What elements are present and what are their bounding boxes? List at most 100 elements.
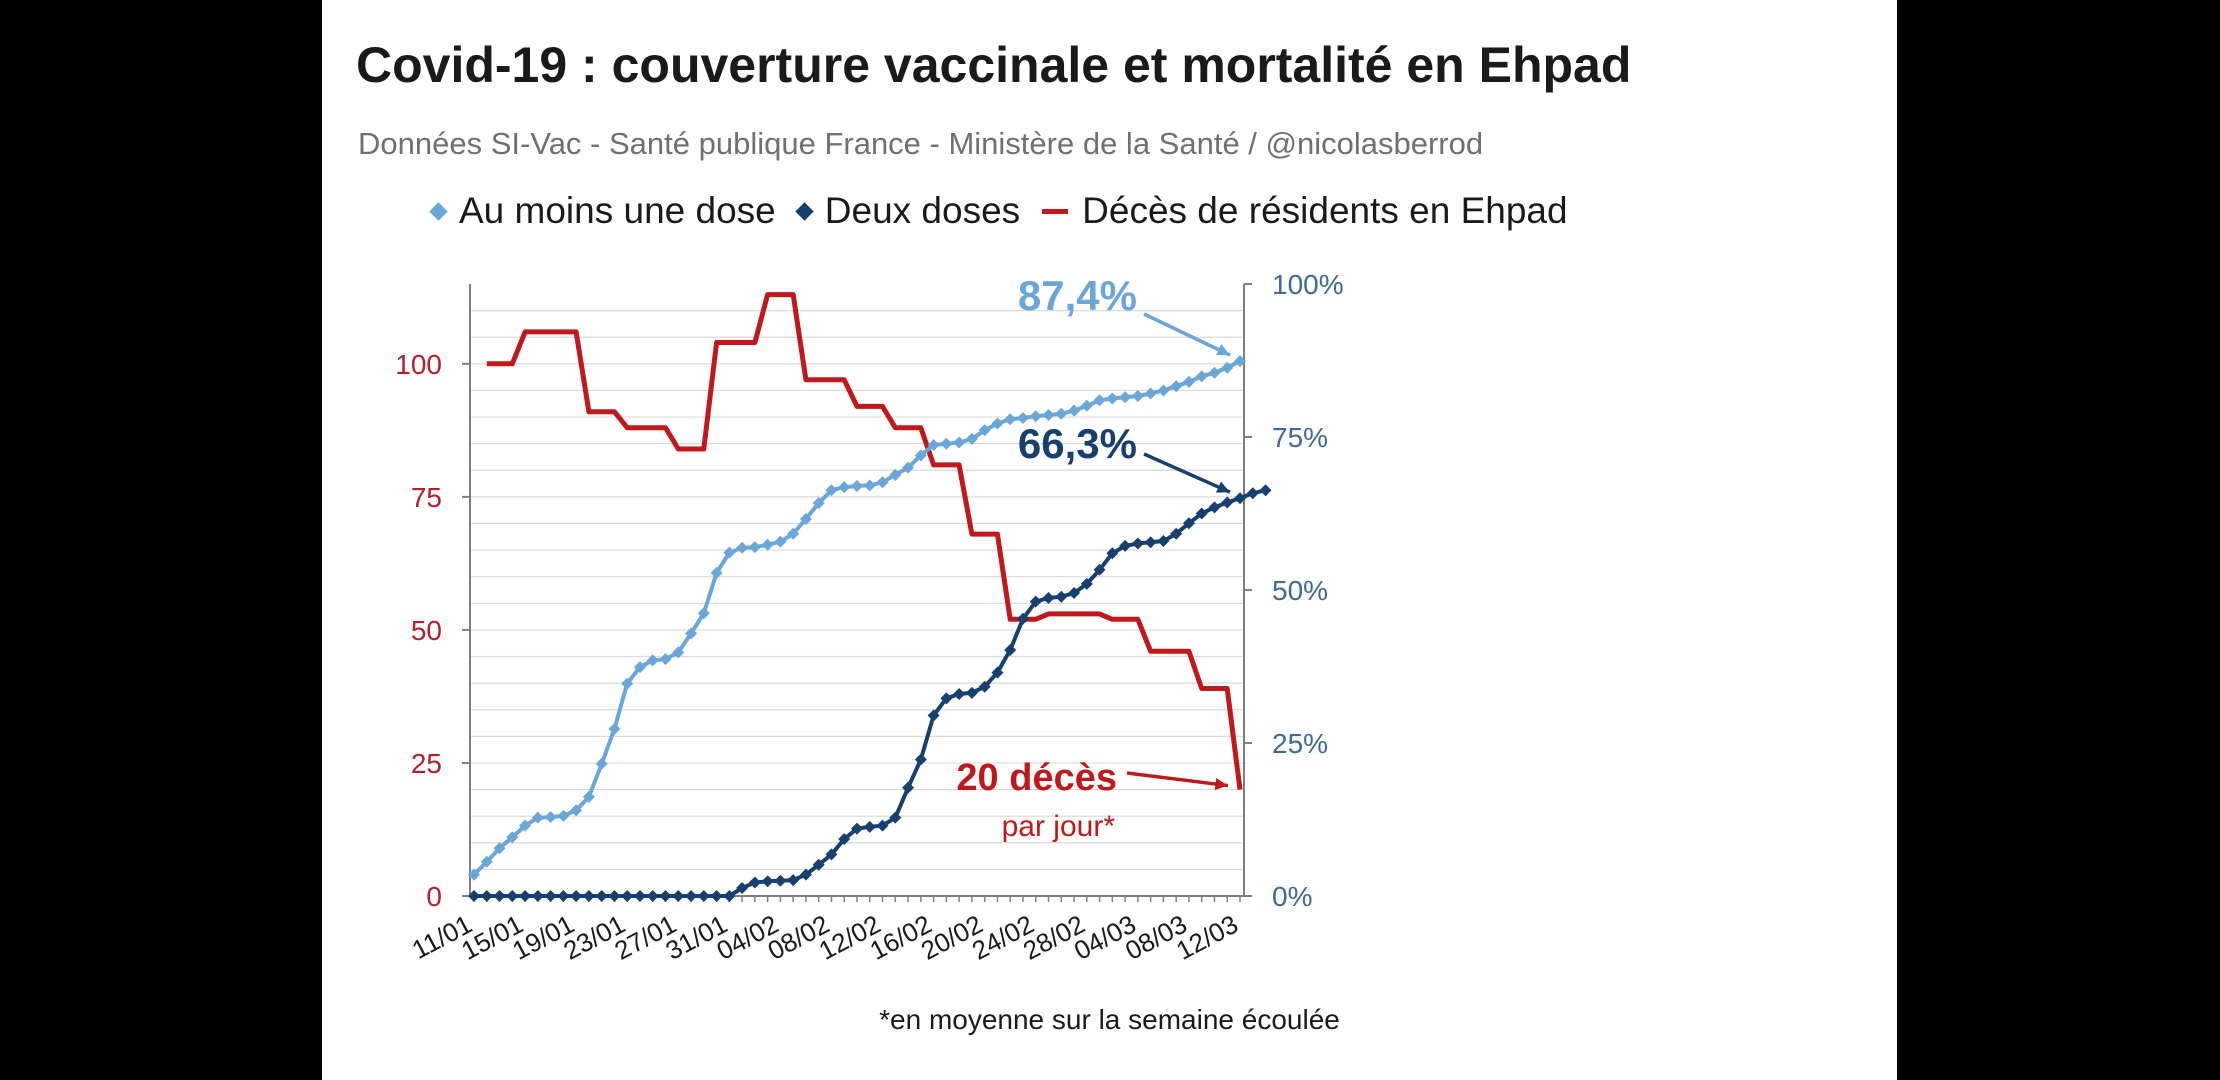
- data-point-two-doses: [787, 874, 800, 887]
- annotation-two-doses: 66,3%: [1018, 420, 1137, 467]
- data-point-first-dose: [544, 811, 557, 824]
- data-point-two-doses: [519, 890, 532, 902]
- data-point-two-doses: [544, 890, 557, 902]
- data-point-first-dose: [1080, 399, 1093, 412]
- data-point-two-doses: [889, 811, 902, 824]
- data-point-two-doses: [1093, 563, 1106, 576]
- data-point-two-doses: [723, 890, 736, 902]
- left-axis-tick-label: 25: [411, 748, 442, 779]
- legend-item-deaths: Décès de résidents en Ehpad: [1042, 190, 1568, 232]
- legend-label-two-doses: Deux doses: [824, 190, 1021, 231]
- data-point-first-dose: [838, 481, 851, 494]
- data-point-first-dose: [851, 479, 863, 492]
- data-point-two-doses: [1195, 507, 1208, 520]
- data-point-first-dose: [1157, 384, 1170, 397]
- left-axis-tick-label: 0: [426, 881, 442, 912]
- data-point-first-dose: [876, 476, 889, 489]
- data-point-two-doses: [1144, 536, 1157, 549]
- data-point-first-dose: [1144, 387, 1157, 400]
- data-point-first-dose: [659, 653, 672, 666]
- data-point-two-doses: [927, 709, 940, 722]
- data-point-two-doses: [646, 890, 659, 902]
- chart-subtitle: Données SI-Vac - Santé publique France -…: [358, 126, 1484, 161]
- data-point-first-dose: [1208, 366, 1221, 379]
- data-point-two-doses: [1029, 595, 1042, 608]
- annotation-arrow-deaths-head: [1214, 777, 1228, 791]
- data-point-first-dose: [608, 722, 621, 735]
- chart-plot: 02550751000%25%50%75%100%11/0115/0119/01…: [395, 269, 1344, 966]
- chart-title: Covid-19 : couverture vaccinale et morta…: [356, 37, 1632, 93]
- data-point-two-doses: [621, 890, 634, 902]
- data-point-two-doses: [1106, 547, 1119, 560]
- data-point-first-dose: [774, 535, 787, 548]
- annotation-arrow-two-doses-head: [1216, 481, 1230, 493]
- series-line-two-doses: [474, 488, 1266, 898]
- data-point-two-doses: [774, 874, 787, 887]
- data-point-two-doses: [685, 890, 698, 902]
- data-point-first-dose: [902, 461, 915, 474]
- data-point-first-dose: [557, 809, 570, 822]
- data-point-two-doses: [480, 890, 493, 902]
- data-point-two-doses: [761, 875, 774, 888]
- data-point-first-dose: [799, 513, 812, 526]
- data-point-first-dose: [672, 646, 685, 659]
- data-point-two-doses: [965, 686, 978, 699]
- data-point-first-dose: [1068, 404, 1081, 417]
- data-point-two-doses: [608, 890, 621, 902]
- data-point-two-doses: [1080, 577, 1093, 590]
- data-point-first-dose: [468, 868, 480, 881]
- data-point-two-doses: [1068, 587, 1081, 600]
- data-point-first-dose: [493, 842, 506, 855]
- deaths-line-icon: [1042, 208, 1069, 214]
- data-point-first-dose: [710, 566, 723, 579]
- data-point-two-doses: [736, 882, 749, 895]
- data-point-first-dose: [1004, 413, 1017, 426]
- data-point-first-dose: [646, 654, 659, 667]
- data-point-two-doses: [838, 833, 851, 846]
- right-axis-tick-label: 75%: [1272, 422, 1328, 453]
- chart-card: Covid-19 : couverture vaccinale et morta…: [322, 0, 1897, 1080]
- data-point-two-doses: [1182, 517, 1195, 530]
- data-point-first-dose: [570, 804, 583, 817]
- data-point-first-dose: [531, 811, 544, 824]
- data-point-two-doses: [710, 890, 723, 902]
- data-point-two-doses: [876, 819, 889, 832]
- data-point-first-dose: [1195, 370, 1208, 383]
- data-point-first-dose: [812, 497, 825, 510]
- data-point-two-doses: [1221, 496, 1234, 509]
- data-point-first-dose: [965, 432, 978, 445]
- data-point-two-doses: [595, 890, 608, 902]
- data-point-two-doses: [1170, 527, 1183, 540]
- data-point-two-doses: [1246, 487, 1259, 500]
- data-point-two-doses: [1131, 537, 1144, 550]
- data-point-first-dose: [825, 484, 838, 497]
- data-point-first-dose: [1029, 410, 1042, 423]
- data-point-two-doses: [851, 822, 863, 835]
- data-point-two-doses: [557, 890, 570, 902]
- data-point-first-dose: [1170, 380, 1183, 393]
- data-point-two-doses: [697, 890, 710, 902]
- data-point-first-dose: [953, 436, 966, 449]
- data-point-two-doses: [468, 890, 480, 902]
- annotation-arrow-first-dose-head: [1216, 344, 1230, 356]
- data-point-two-doses: [672, 890, 685, 902]
- data-point-first-dose: [506, 831, 519, 844]
- data-point-first-dose: [927, 438, 940, 451]
- data-point-first-dose: [889, 468, 902, 481]
- data-point-two-doses: [570, 890, 583, 902]
- data-point-first-dose: [940, 437, 953, 450]
- data-point-two-doses: [914, 753, 927, 766]
- legend-label-deaths: Décès de résidents en Ehpad: [1082, 190, 1568, 231]
- right-axis-tick-label: 100%: [1272, 269, 1344, 300]
- data-point-first-dose: [991, 417, 1004, 430]
- data-point-two-doses: [1016, 612, 1029, 625]
- data-point-first-dose: [519, 819, 532, 832]
- data-point-two-doses: [1157, 535, 1170, 548]
- legend-item-two-doses: Deux doses: [795, 190, 1021, 232]
- data-point-two-doses: [1055, 590, 1068, 603]
- annotation-arrow-deaths: [1126, 771, 1229, 788]
- data-point-first-dose: [1131, 389, 1144, 402]
- data-point-first-dose: [633, 661, 646, 674]
- data-point-two-doses: [953, 688, 966, 701]
- chart-legend: Au moins une dose Deux doses Décès de ré…: [429, 190, 1590, 232]
